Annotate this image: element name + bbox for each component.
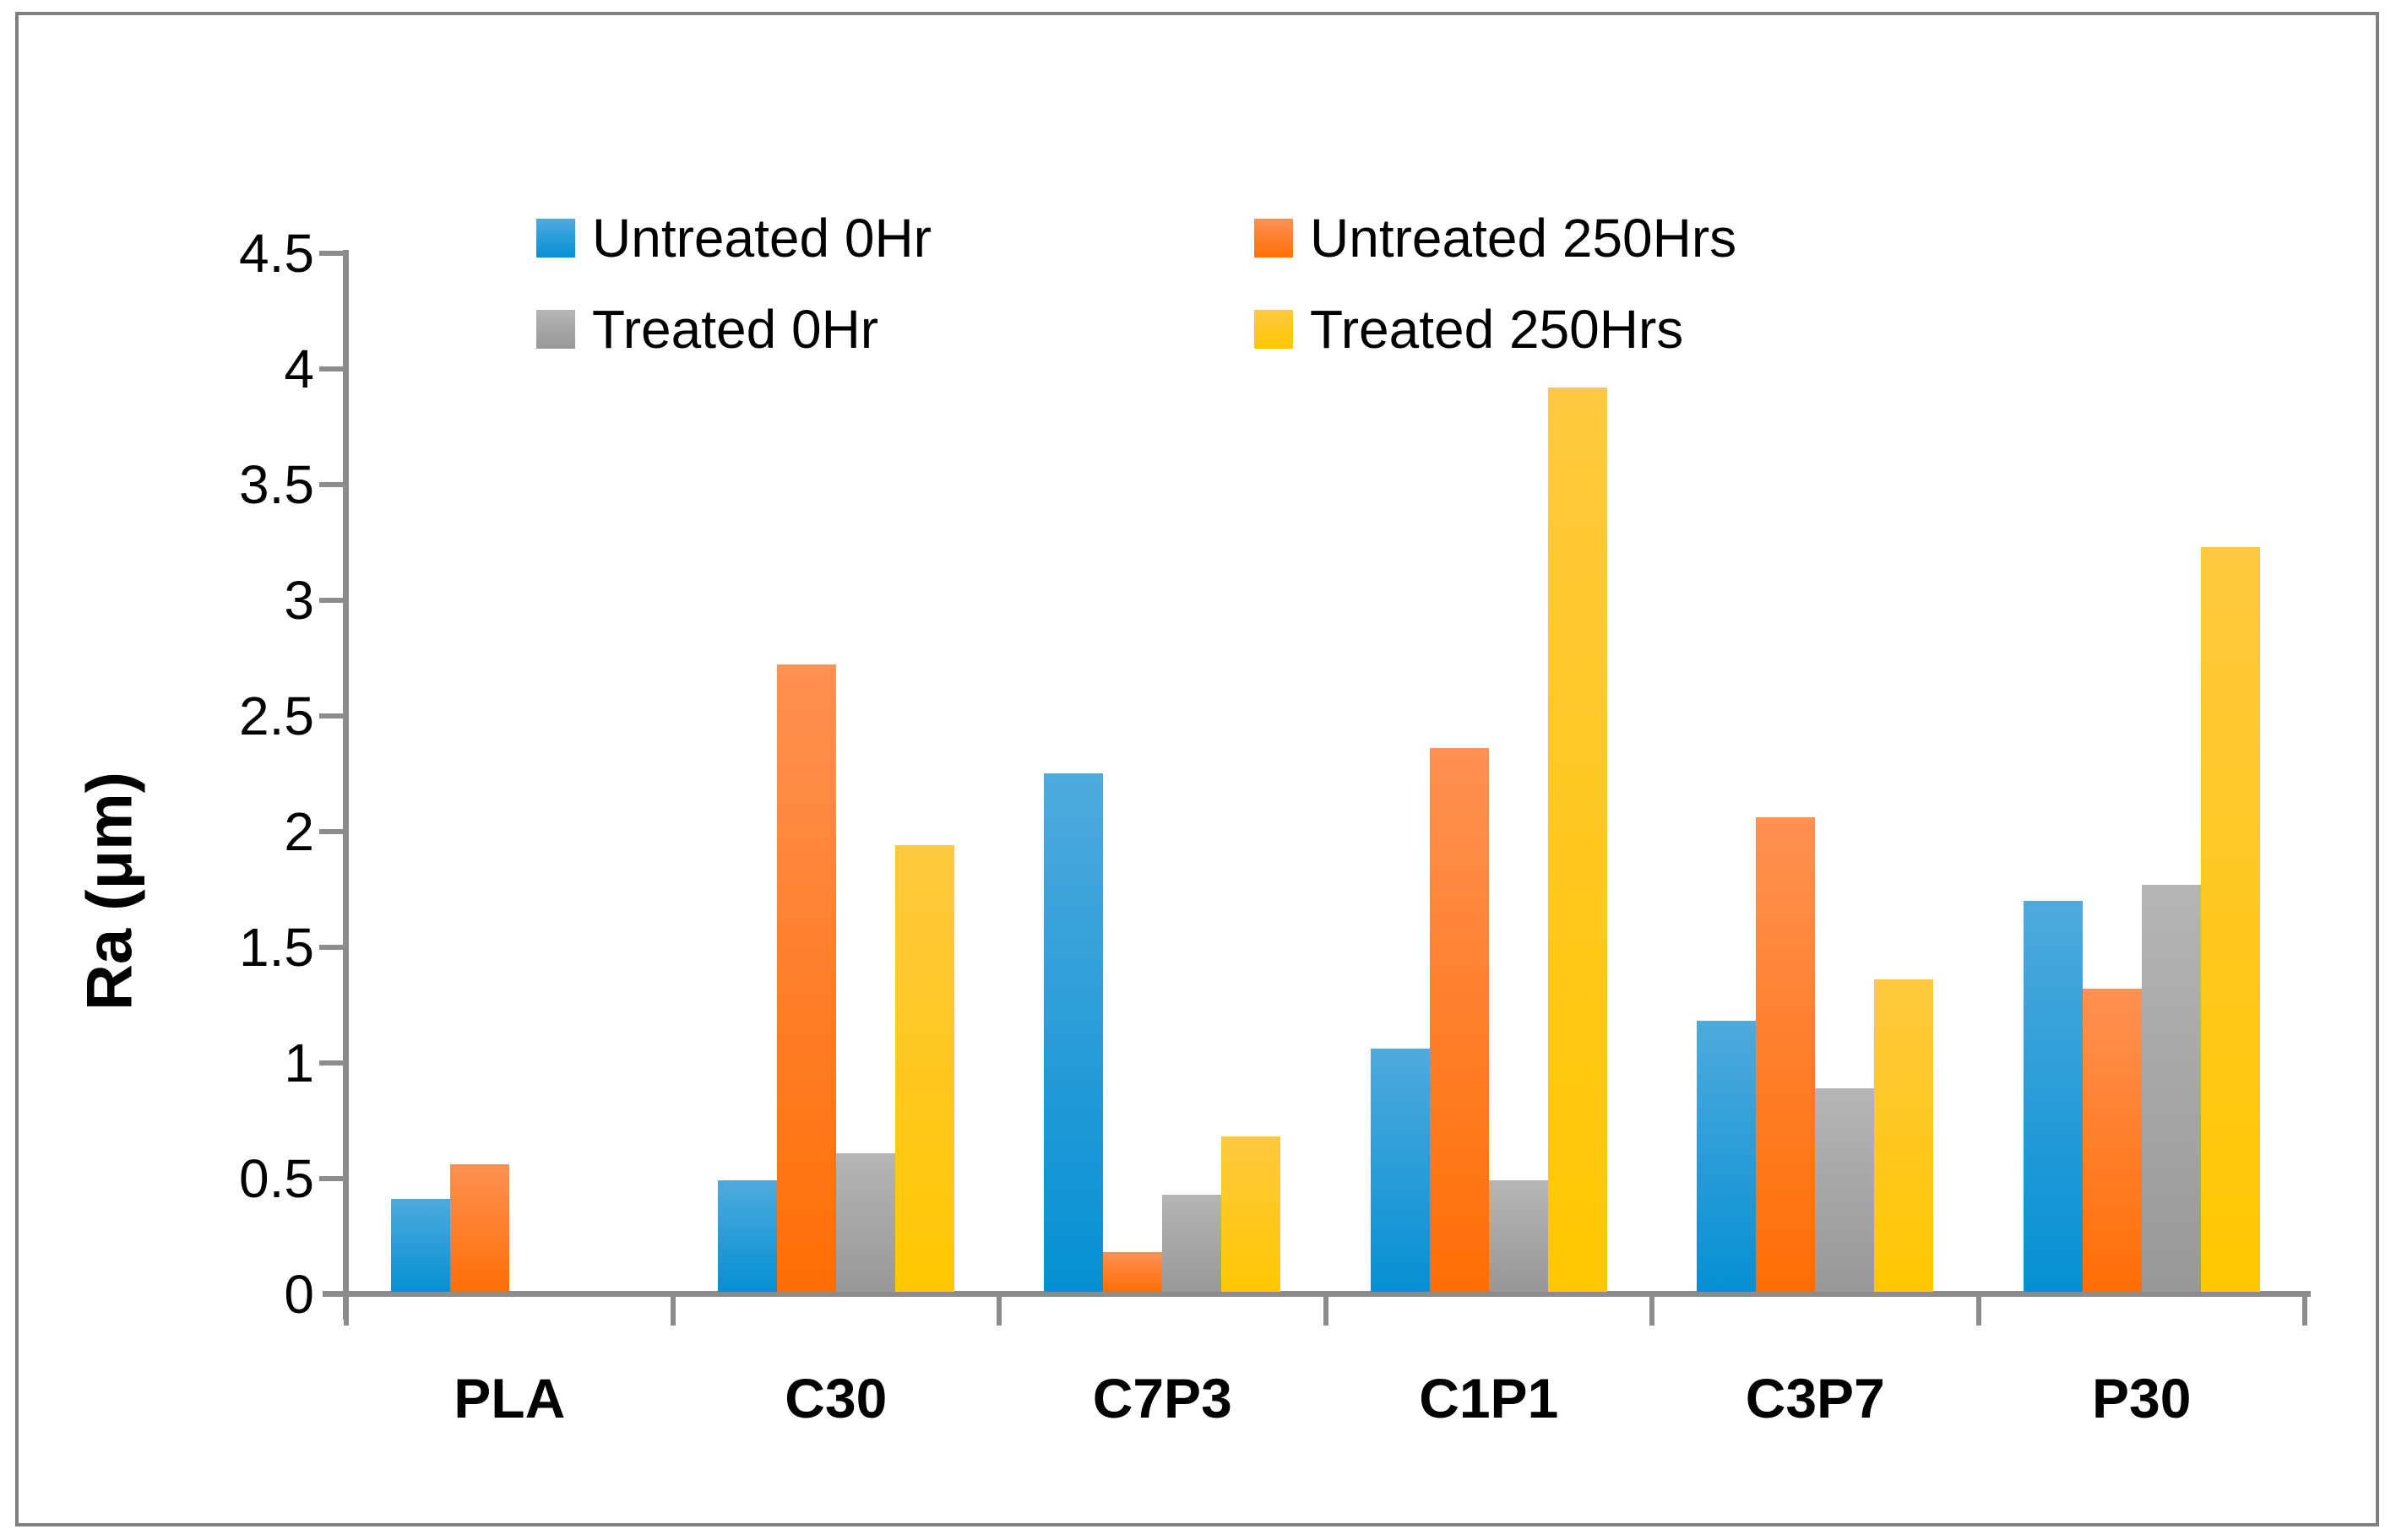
legend-swatch-untreated-250hrs-icon [1254,219,1293,258]
x-axis-tick [997,1291,1002,1326]
x-category-label: C3P7 [1745,1367,1885,1429]
bar-untreated-250hrs-c3p7 [1756,817,1815,1292]
y-axis-tick-label: 4.5 [239,223,314,284]
y-axis-tick-label: 2.5 [239,686,314,746]
legend-item-untreated-250hrs: Untreated 250Hrs [1254,211,1736,265]
legend-label: Treated 0Hr [592,299,879,360]
y-axis-tick [319,829,345,834]
x-axis-tick [2302,1291,2307,1326]
y-axis-tick [319,713,345,718]
y-axis-tick [319,1060,345,1066]
bar-untreated-250hrs-p30 [2083,989,2142,1292]
y-axis-tick-label: 1.5 [239,917,314,978]
legend-swatch-treated-0hr-icon [536,310,575,349]
y-axis-line [343,250,349,1320]
bar-treated-250hrs-c1p1 [1548,388,1607,1292]
x-axis-line [323,1291,2311,1297]
x-category-label: C1P1 [1419,1367,1559,1429]
x-axis-tick [1323,1291,1328,1326]
bar-untreated-250hrs-c7p3 [1103,1252,1162,1292]
bar-untreated-0hr-pla [391,1199,450,1292]
y-axis-tick-label: 0 [284,1264,314,1325]
bar-untreated-250hrs-c30 [777,664,836,1292]
x-category-label: C7P3 [1092,1367,1232,1429]
legend-item-treated-250hrs: Treated 250Hrs [1254,302,1683,356]
bar-treated-250hrs-p30 [2201,547,2260,1292]
bar-untreated-0hr-c3p7 [1697,1021,1756,1292]
y-axis-tick [319,251,345,256]
y-axis-tick-label: 0.5 [239,1148,314,1209]
x-category-label: PLA [454,1367,566,1429]
x-axis-tick [670,1291,676,1326]
bar-untreated-0hr-c7p3 [1044,773,1103,1292]
y-axis-tick [319,1176,345,1181]
x-category-label: P30 [2092,1367,2192,1429]
bar-treated-0hr-c7p3 [1162,1195,1221,1292]
legend-item-untreated-0hr: Untreated 0Hr [536,211,932,265]
y-axis-tick-label: 4 [284,339,314,399]
x-axis-tick [1649,1291,1654,1326]
bar-untreated-0hr-c30 [718,1180,777,1292]
legend-swatch-untreated-0hr-icon [536,219,575,258]
y-axis-tick-label: 3 [284,570,314,631]
legend-label: Treated 250Hrs [1310,299,1684,360]
x-category-label: C30 [785,1367,888,1429]
y-axis-tick [319,945,345,950]
bar-treated-0hr-c30 [836,1153,895,1292]
bar-untreated-0hr-p30 [2024,901,2083,1292]
legend-item-treated-0hr: Treated 0Hr [536,302,878,356]
legend-swatch-treated-250hrs-icon [1254,310,1293,349]
legend-label: Untreated 250Hrs [1310,208,1737,268]
x-axis-tick [344,1291,349,1326]
y-axis-tick [319,366,345,371]
y-axis-tick-label: 2 [284,801,314,862]
bar-treated-0hr-c1p1 [1489,1180,1548,1292]
x-axis-tick [1975,1291,1981,1326]
bar-treated-250hrs-c7p3 [1221,1136,1280,1292]
bar-untreated-250hrs-c1p1 [1430,748,1489,1292]
chart-border-frame [15,12,2379,1526]
bar-treated-250hrs-c30 [895,845,954,1292]
bar-treated-0hr-p30 [2142,885,2201,1292]
bar-treated-250hrs-c3p7 [1874,979,1933,1292]
bar-treated-0hr-c3p7 [1815,1088,1874,1292]
y-axis-tick [319,482,345,487]
bar-untreated-0hr-c1p1 [1371,1049,1430,1292]
y-axis-tick-label: 1 [284,1033,314,1093]
legend-label: Untreated 0Hr [592,208,932,268]
bar-untreated-250hrs-pla [450,1164,509,1292]
y-axis-tick-label: 3.5 [239,454,314,515]
y-axis-tick [319,598,345,603]
